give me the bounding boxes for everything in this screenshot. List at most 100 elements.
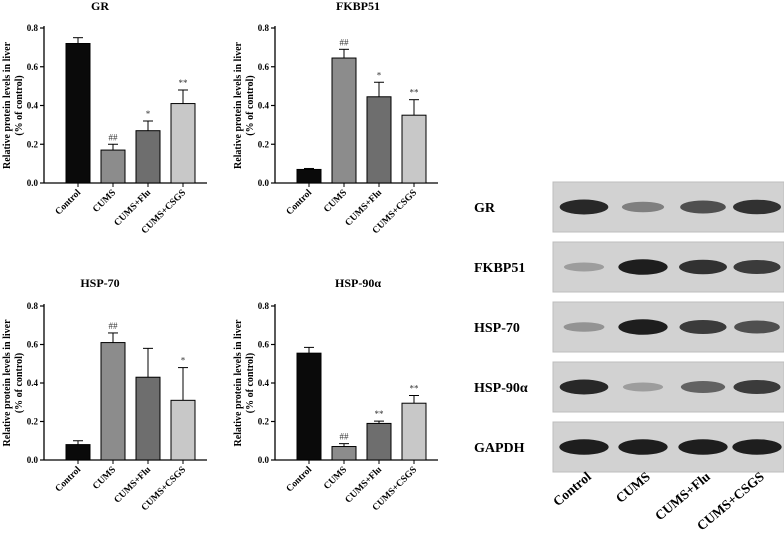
blot-row-label: HSP-90α [474, 381, 528, 396]
blot-band [563, 262, 605, 272]
y-tick-label: 0.0 [27, 455, 39, 465]
y-axis-label-unit: (% of control) [14, 353, 25, 413]
y-axis-label: Relative protein levels in liver [2, 41, 13, 169]
blot-row: GR [474, 181, 784, 233]
y-tick-label: 0.8 [27, 23, 39, 33]
bar [65, 444, 91, 461]
y-tick-label: 0.4 [258, 101, 270, 111]
blot-band [734, 320, 780, 334]
y-tick-label: 0.2 [258, 417, 270, 427]
blot-band [559, 439, 609, 455]
blot-row: HSP-70 [474, 301, 784, 353]
blot-row-label: FKBP51 [474, 261, 525, 276]
y-tick-label: 0.4 [258, 378, 270, 388]
chart-title: HSP-90α [335, 276, 381, 290]
bar [366, 422, 392, 461]
bar [331, 446, 357, 461]
y-axis-label: Relative protein levels in liver [233, 319, 244, 447]
blot-band [618, 439, 668, 455]
significance-marker: * [377, 70, 382, 80]
blot-band [733, 260, 781, 274]
bar [401, 114, 427, 184]
blot-row-label: GAPDH [474, 441, 525, 456]
blot-lane-label: CUMS [613, 469, 653, 506]
blot-band [559, 199, 609, 215]
x-tick-label: CUMS [322, 465, 349, 492]
blot-band [732, 439, 782, 455]
significance-marker: ** [410, 384, 420, 394]
y-tick-label: 0.6 [27, 62, 39, 72]
bar [100, 149, 126, 184]
y-axis-label-unit: (% of control) [245, 75, 256, 135]
x-tick-label: Control [285, 465, 315, 495]
significance-marker: ## [109, 321, 119, 331]
significance-marker: ** [410, 88, 420, 98]
y-tick-label: 0.2 [258, 139, 270, 149]
x-tick-label: Control [54, 188, 84, 218]
blot-band [563, 322, 605, 332]
bar [170, 399, 196, 461]
x-tick-label: CUMS [91, 465, 118, 492]
blot-band [678, 439, 728, 455]
significance-marker: ## [340, 432, 350, 442]
chart-panel: FKBP51 Relative protein levels in liver (%… [233, 0, 438, 236]
y-tick-label: 0.6 [258, 340, 270, 350]
chart-title: FKBP51 [336, 0, 380, 13]
blot-band [559, 379, 609, 395]
bar [296, 352, 322, 461]
y-tick-label: 0.2 [27, 417, 39, 427]
y-tick-label: 0.0 [258, 455, 270, 465]
blot-lane-label: Control [550, 469, 594, 509]
y-axis-label-unit: (% of control) [245, 353, 256, 413]
y-tick-label: 0.2 [27, 139, 39, 149]
significance-marker: * [181, 356, 186, 366]
y-axis-label: Relative protein levels in liver [233, 41, 244, 169]
blot-band [622, 382, 664, 392]
y-tick-label: 0.8 [27, 301, 39, 311]
significance-marker: * [146, 109, 151, 119]
bar [135, 376, 161, 461]
blot-band [679, 259, 727, 275]
blot-band [680, 200, 726, 214]
blot-band [679, 320, 727, 334]
significance-marker: ## [109, 132, 119, 142]
y-tick-label: 0.6 [258, 62, 270, 72]
bar [366, 96, 392, 184]
x-tick-label: CUMS [322, 188, 349, 215]
y-tick-label: 0.0 [258, 178, 270, 188]
bar [296, 168, 322, 184]
bar [331, 57, 357, 184]
chart-panel: HSP-70 Relative protein levels in liver (%… [2, 276, 207, 513]
chart-title: HSP-70 [80, 276, 119, 290]
blot-band [733, 380, 781, 394]
blot-row-label: HSP-70 [474, 321, 520, 336]
y-axis-label-unit: (% of control) [14, 75, 25, 135]
y-tick-label: 0.4 [27, 101, 39, 111]
bar [401, 402, 427, 461]
y-tick-label: 0.6 [27, 340, 39, 350]
chart-title: GR [91, 0, 109, 13]
blot-row: HSP-90α [474, 361, 784, 413]
blot-row: GAPDH [474, 421, 784, 473]
blot-band [680, 381, 726, 393]
significance-marker: ## [340, 37, 350, 47]
bar [170, 103, 196, 184]
significance-marker: ** [375, 409, 385, 419]
chart-panel: HSP-90α Relative protein levels in liver(… [233, 276, 438, 513]
blot-band [618, 259, 668, 275]
bar [100, 342, 126, 461]
significance-marker: ** [179, 78, 189, 88]
x-tick-label: Control [54, 465, 84, 495]
y-tick-label: 0.4 [27, 378, 39, 388]
bar [135, 130, 161, 184]
x-tick-label: Control [285, 188, 315, 218]
y-tick-label: 0.0 [27, 178, 39, 188]
bar [65, 43, 91, 184]
y-tick-label: 0.8 [258, 301, 270, 311]
blot-band [733, 199, 781, 215]
x-tick-label: CUMS [91, 188, 118, 215]
y-tick-label: 0.8 [258, 23, 270, 33]
